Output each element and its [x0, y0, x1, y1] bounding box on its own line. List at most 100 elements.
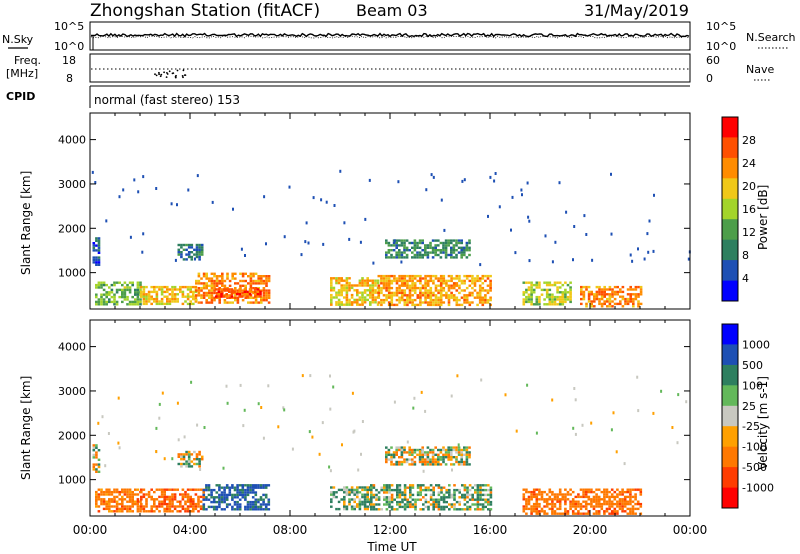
heatmap-cell	[610, 510, 614, 513]
heatmap-cell	[608, 507, 611, 511]
heatmap-cell	[616, 302, 619, 306]
heatmap-cell	[139, 288, 142, 292]
heatmap-cell	[527, 495, 531, 499]
heatmap-cell	[223, 493, 226, 497]
heatmap-cell	[343, 488, 346, 492]
heatmap-cell	[369, 286, 372, 290]
heatmap-cell	[639, 285, 643, 289]
heatmap-cell	[147, 295, 151, 298]
scatter-echo	[332, 385, 335, 389]
heatmap-cell	[408, 301, 412, 304]
heatmap-cell	[177, 453, 181, 456]
heatmap-cell	[458, 500, 461, 504]
heatmap-cell	[631, 512, 635, 515]
heatmap-cell	[486, 298, 490, 302]
heatmap-cell	[416, 491, 420, 494]
heatmap-cell	[241, 484, 245, 487]
heatmap-cell	[231, 493, 234, 497]
heatmap-cell	[173, 295, 177, 298]
heatmap-cell	[166, 300, 169, 303]
heatmap-cell	[131, 498, 134, 501]
heatmap-cell	[136, 283, 140, 287]
scatter-echo	[97, 421, 100, 425]
heatmap-cell	[213, 291, 216, 295]
heatmap-cell	[153, 288, 156, 291]
heatmap-cell	[267, 301, 271, 304]
heatmap-cell	[95, 446, 98, 449]
heatmap-cell	[450, 284, 453, 287]
freq-panel-frame	[89, 53, 691, 83]
heatmap-cell	[471, 498, 474, 501]
heatmap-cell	[330, 286, 333, 290]
heatmap-cell	[629, 285, 632, 289]
heatmap-cell	[452, 277, 456, 280]
heatmap-cell	[185, 453, 188, 456]
heatmap-cell	[348, 301, 351, 304]
heatmap-cell	[262, 289, 266, 292]
heatmap-cell	[260, 275, 263, 278]
heatmap-cell	[621, 493, 624, 496]
heatmap-cell	[468, 456, 471, 459]
heatmap-cell	[486, 289, 490, 292]
heatmap-cell	[199, 507, 203, 511]
heatmap-cell	[598, 285, 601, 289]
heatmap-cell	[155, 295, 159, 298]
heatmap-cell	[123, 295, 127, 299]
heatmap-cell	[118, 498, 121, 501]
scatter-echo	[443, 228, 446, 232]
heatmap-cell	[538, 281, 541, 284]
heatmap-cell	[142, 288, 146, 291]
heatmap-cell	[259, 293, 262, 296]
heatmap-cell	[128, 495, 132, 499]
heatmap-cell	[463, 498, 467, 501]
heatmap-cell	[345, 303, 349, 306]
heatmap-cell	[460, 289, 464, 292]
heatmap-cell	[611, 293, 614, 296]
heatmap-cell	[371, 286, 375, 290]
heatmap-cell	[192, 295, 195, 298]
heatmap-cell	[140, 498, 143, 501]
heatmap-cell	[136, 281, 140, 284]
heatmap-cell	[363, 281, 367, 285]
heatmap-cell	[569, 505, 572, 508]
heatmap-cell	[403, 451, 406, 454]
heatmap-cell	[478, 286, 482, 290]
heatmap-cell	[184, 495, 187, 499]
heatmap-cell	[92, 261, 96, 264]
heatmap-cell	[434, 301, 438, 304]
heatmap-cell	[345, 298, 349, 302]
heatmap-cell	[238, 293, 241, 296]
scatter-echo	[329, 469, 332, 473]
heatmap-cell	[176, 488, 179, 491]
heatmap-cell	[398, 284, 401, 287]
heatmap-cell	[429, 488, 433, 492]
heatmap-cell	[343, 296, 346, 299]
heatmap-cell	[186, 505, 190, 508]
heatmap-cell	[597, 488, 601, 491]
heatmap-cell	[405, 458, 409, 461]
scatter-echo	[171, 457, 174, 461]
heatmap-cell	[437, 448, 440, 452]
scatter-echo	[424, 409, 427, 413]
heatmap-cell	[605, 493, 609, 496]
heatmap-cell	[197, 510, 200, 513]
heatmap-cell	[458, 491, 461, 494]
heatmap-cell	[437, 505, 441, 509]
heatmap-cell	[522, 493, 526, 496]
heatmap-cell	[411, 301, 414, 304]
heatmap-cell	[634, 488, 637, 491]
heatmap-cell	[390, 496, 394, 499]
heatmap-cell	[450, 253, 453, 257]
heatmap-cell	[140, 290, 143, 294]
heatmap-cell	[225, 293, 228, 296]
heatmap-cell	[429, 503, 433, 506]
heatmap-cell	[136, 500, 140, 503]
heatmap-cell	[184, 507, 187, 511]
heatmap-cell	[163, 498, 166, 501]
heatmap-cell	[574, 495, 578, 499]
heatmap-cell	[525, 500, 528, 503]
heatmap-cell	[419, 488, 422, 492]
heatmap-cell	[145, 502, 148, 506]
heatmap-cell	[551, 298, 554, 301]
heatmap-cell	[358, 491, 362, 494]
